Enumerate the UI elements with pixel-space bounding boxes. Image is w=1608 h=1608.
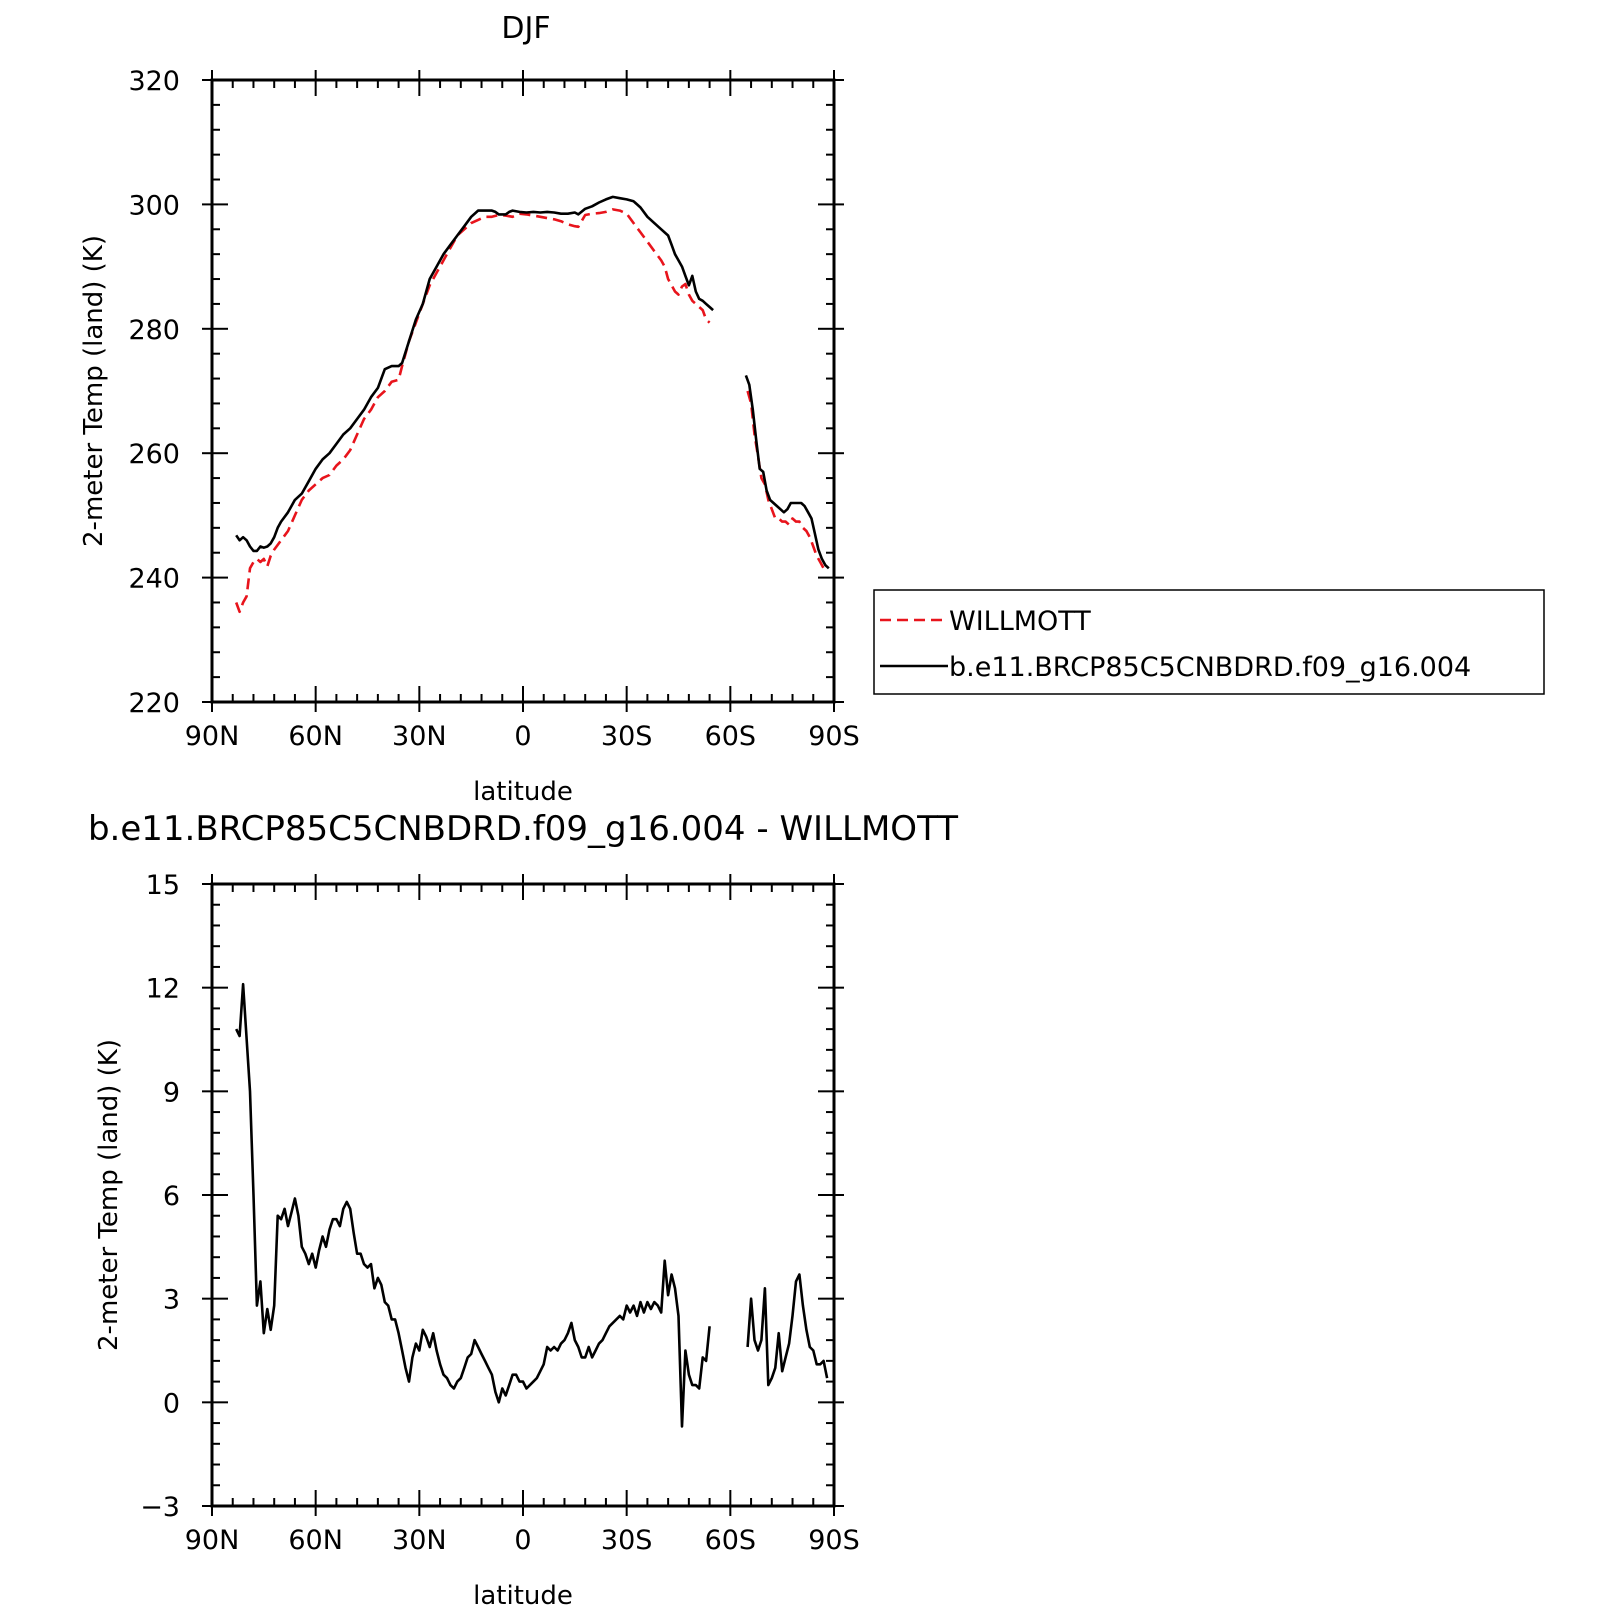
y-tick-label: 320 xyxy=(128,66,180,97)
y-axis-label: 2-meter Temp (land) (K) xyxy=(79,235,109,547)
series-group xyxy=(235,982,829,1428)
x-tick-label: 90S xyxy=(808,1525,860,1556)
x-tick-label: 30S xyxy=(601,721,653,752)
x-tick-label: 60N xyxy=(288,1525,343,1556)
y-tick-label: 260 xyxy=(128,439,180,470)
chart-title: DJF xyxy=(501,11,550,46)
x-tick-label: 30S xyxy=(601,1525,653,1556)
legend: WILLMOTT b.e11.BRCP85C5CNBDRD.f09_g16.00… xyxy=(873,589,1545,695)
x-axis-label: latitude xyxy=(473,1581,573,1608)
difference-panel: b.e11.BRCP85C5CNBDRD.f09_g16.004 - WILLM… xyxy=(88,809,958,1608)
x-tick-label: 60S xyxy=(705,721,757,752)
tick-marks xyxy=(202,874,844,1516)
x-tick-label: 60S xyxy=(705,1525,757,1556)
x-tick-label: 30N xyxy=(392,721,447,752)
y-tick-label: −3 xyxy=(140,1492,180,1523)
series-line-0 xyxy=(234,208,711,614)
x-tick-label: 30N xyxy=(392,1525,447,1556)
legend-label-willmott: WILLMOTT xyxy=(949,606,1091,637)
y-tick-label: 6 xyxy=(163,1181,180,1212)
legend-label-model: b.e11.BRCP85C5CNBDRD.f09_g16.004 xyxy=(949,652,1471,683)
y-tick-label: 300 xyxy=(128,190,180,221)
y-tick-label: 12 xyxy=(146,974,180,1005)
tick-labels: 90N 60N 30N 0 30S 60S 90S 220 240 260 280 300 320 xyxy=(128,66,859,752)
x-tick-label: 90N xyxy=(185,1525,240,1556)
x-tick-label: 90N xyxy=(185,721,240,752)
y-tick-label: 240 xyxy=(128,564,180,595)
tick-labels: 90N 60N 30N 0 30S 60S 90S −3 0 3 6 9 12 15 xyxy=(140,870,860,1556)
chart-title: b.e11.BRCP85C5CNBDRD.f09_g16.004 - WILLM… xyxy=(88,809,958,849)
x-tick-label: 90S xyxy=(808,721,860,752)
y-axis-label: 2-meter Temp (land) (K) xyxy=(94,1039,124,1351)
legend-box xyxy=(873,589,1545,695)
y-tick-label: 9 xyxy=(163,1077,180,1108)
series-line-0 xyxy=(746,1273,829,1387)
x-tick-label: 0 xyxy=(514,721,531,752)
x-axis-label: latitude xyxy=(473,777,573,807)
y-tick-label: 15 xyxy=(146,870,180,901)
x-tick-label: 60N xyxy=(288,721,343,752)
series-line-0 xyxy=(235,982,711,1428)
plot-frame xyxy=(210,882,836,1508)
y-tick-label: 280 xyxy=(128,315,180,346)
y-tick-label: 3 xyxy=(163,1285,180,1316)
x-tick-label: 0 xyxy=(514,1525,531,1556)
y-tick-label: 0 xyxy=(163,1388,180,1419)
plot-frame xyxy=(210,78,836,704)
series-line-0 xyxy=(746,390,828,573)
series-line-1 xyxy=(744,374,830,570)
series-line-1 xyxy=(235,195,714,553)
series-group xyxy=(234,195,830,614)
temperature-panel: DJF 90N 60N 30N 0 30S 60S 90S 220 240 260 280 300 32… xyxy=(79,11,1545,807)
y-tick-label: 220 xyxy=(128,688,180,719)
